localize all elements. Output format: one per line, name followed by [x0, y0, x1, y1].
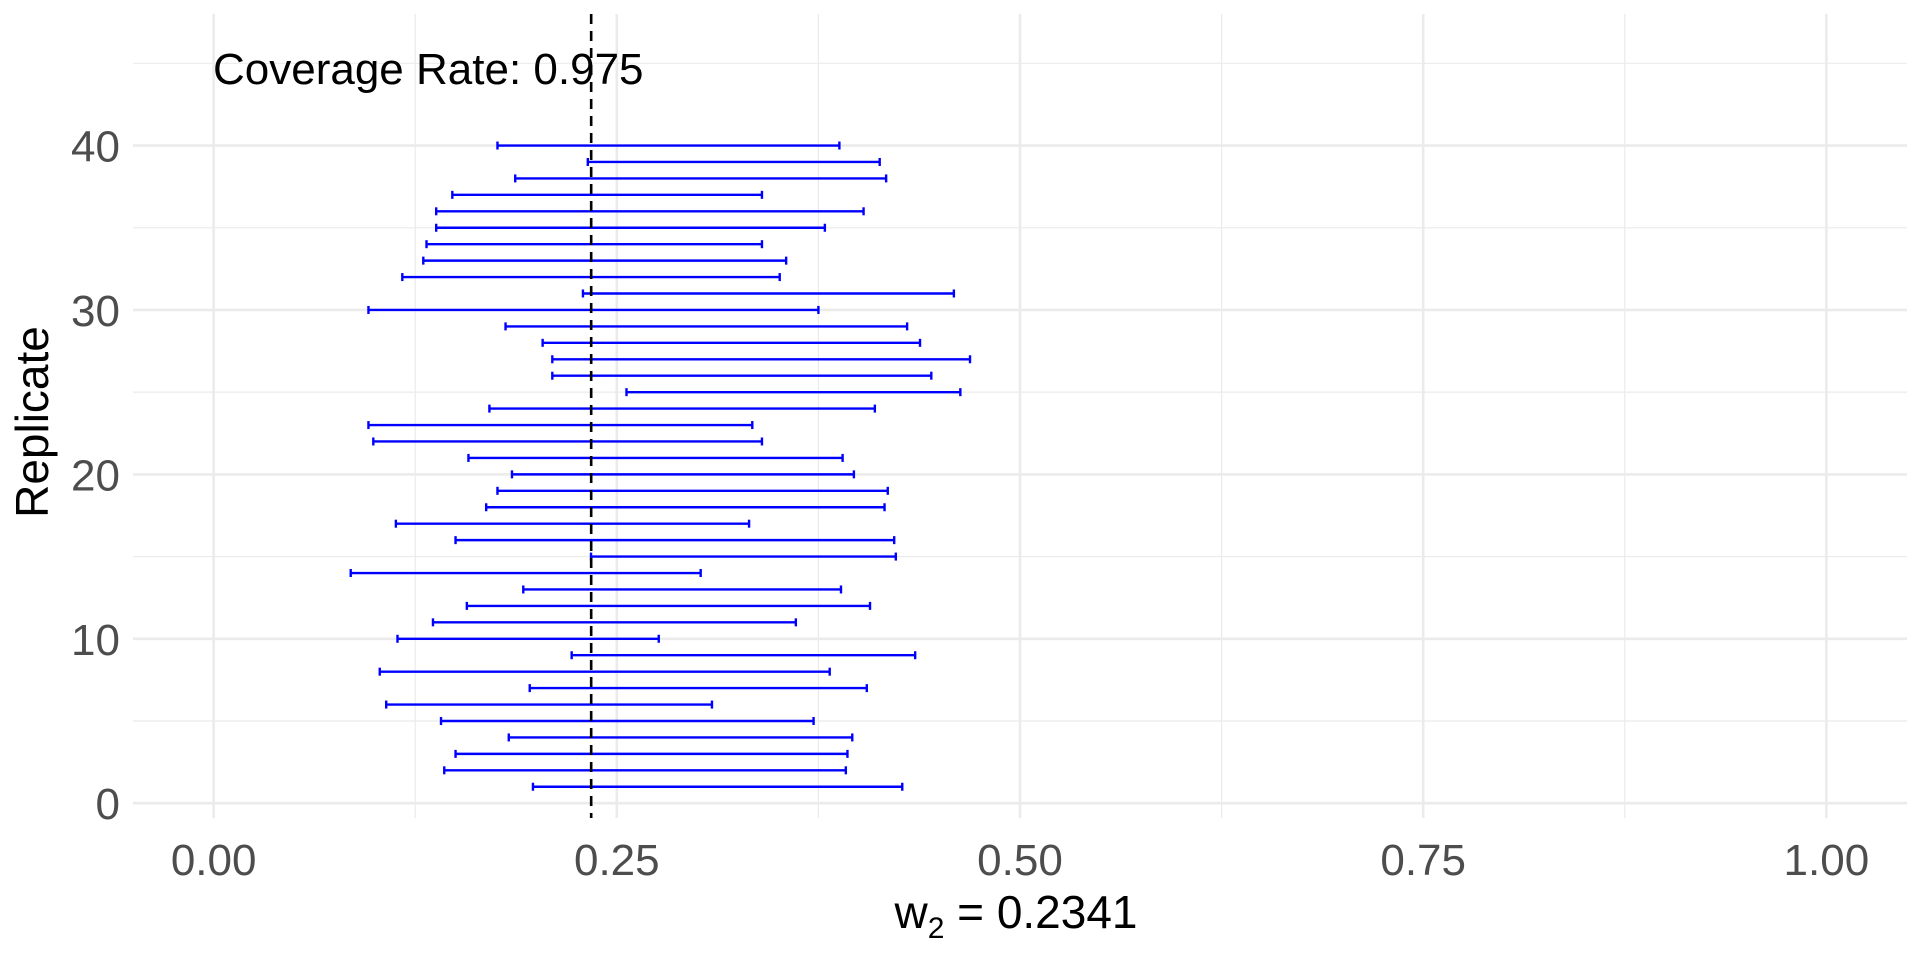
interval-bar	[496, 141, 841, 150]
interval-bar	[425, 240, 764, 249]
x-axis-title-rest: = 0.2341	[944, 886, 1137, 938]
y-tick-label: 30	[71, 287, 120, 336]
x-axis-title: w2 = 0.2341	[893, 886, 1137, 945]
interval-bar	[434, 223, 827, 232]
interval-bar	[396, 634, 660, 643]
interval-bar	[431, 618, 798, 627]
x-tick-label: 0.25	[574, 836, 660, 885]
interval-bar	[581, 289, 956, 298]
y-tick-label: 10	[71, 616, 120, 665]
x-tick-label: 0.00	[171, 836, 257, 885]
interval-bar	[454, 749, 849, 758]
interval-bar	[367, 305, 820, 314]
interval-bar	[570, 651, 917, 660]
y-tick-label: 0	[96, 780, 120, 829]
interval-bar	[454, 536, 896, 545]
x-tick-label: 0.50	[977, 836, 1063, 885]
interval-bar	[551, 371, 933, 380]
interval-bar	[510, 470, 856, 479]
interval-bar	[394, 519, 751, 528]
y-tick-label: 20	[71, 451, 120, 500]
interval-bar	[514, 174, 888, 183]
interval-bar	[551, 355, 972, 364]
y-tick-label: 40	[71, 123, 120, 172]
interval-bar	[507, 733, 854, 742]
interval-bar	[439, 716, 815, 725]
interval-bar	[465, 601, 872, 610]
interval-bar	[541, 338, 922, 347]
interval-bar	[504, 322, 909, 331]
x-tick-label: 1.00	[1784, 836, 1870, 885]
interval-bar	[349, 569, 702, 578]
interval-bar	[443, 766, 848, 775]
interval-bar	[496, 486, 889, 495]
interval-bar	[625, 388, 962, 397]
interval-bar	[488, 404, 877, 413]
interval-bar	[451, 190, 764, 199]
interval-bar	[422, 256, 788, 265]
interval-bar	[528, 684, 868, 693]
x-axis-ticks: 0.00 0.25 0.50 0.75 1.00	[171, 836, 1869, 885]
x-axis-title-base: w	[893, 886, 928, 938]
interval-series	[349, 141, 972, 791]
interval-bar	[531, 782, 904, 791]
coverage-rate-annotation: Coverage Rate: 0.975	[213, 45, 644, 94]
y-axis-title: Replicate	[6, 326, 58, 518]
interval-bar	[467, 453, 844, 462]
interval-bar	[384, 700, 714, 709]
interval-bar	[522, 585, 843, 594]
interval-bar	[378, 667, 831, 676]
interval-bar	[372, 437, 764, 446]
x-tick-label: 0.75	[1380, 836, 1466, 885]
grid-major	[133, 14, 1907, 818]
interval-bar	[367, 421, 754, 430]
interval-bar	[434, 207, 865, 216]
interval-bar	[589, 552, 898, 561]
interval-bar	[484, 503, 886, 512]
interval-bar	[586, 157, 881, 166]
x-axis-title-subscript: 2	[928, 912, 945, 945]
y-axis-ticks: 0 10 20 30 40	[71, 123, 120, 830]
